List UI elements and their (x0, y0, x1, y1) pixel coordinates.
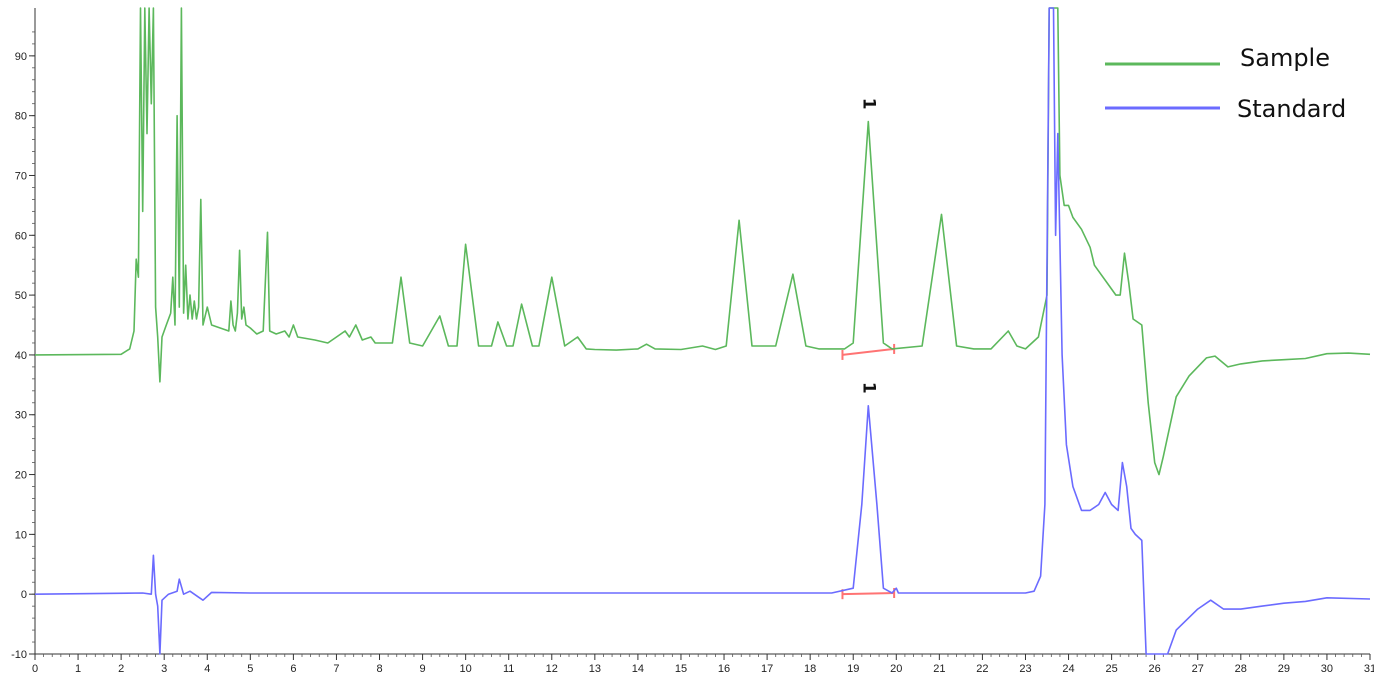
y-tick-label: 20 (15, 470, 27, 482)
y-tick-label: 80 (15, 111, 27, 123)
series-line-sample (34, 7, 1371, 476)
x-tick-label: 15 (675, 663, 687, 675)
x-tick-label: 16 (718, 663, 730, 675)
x-tick-label: 14 (632, 663, 644, 675)
x-tick-label: 2 (118, 663, 124, 675)
x-tick-label: 6 (290, 663, 296, 675)
x-tick-label: 29 (1278, 663, 1290, 675)
integration-baseline (842, 347, 895, 356)
x-tick-label: 10 (460, 663, 472, 675)
x-tick-label: 23 (1019, 663, 1031, 675)
x-tick-label: 28 (1235, 663, 1247, 675)
x-tick-label: 25 (1105, 663, 1117, 675)
x-tick-label: 1 (75, 663, 81, 675)
x-tick-label: 18 (804, 663, 816, 675)
y-tick-label: 0 (21, 589, 27, 601)
y-tick-label: 60 (15, 230, 27, 242)
series-line-standard (34, 7, 1371, 655)
y-tick-label: 70 (15, 170, 27, 182)
x-tick-label: 26 (1149, 663, 1161, 675)
x-tick-label: 11 (503, 663, 514, 675)
y-tick-label: 30 (15, 410, 27, 422)
x-tick-label: 22 (976, 663, 988, 675)
y-tick-label: 90 (15, 51, 27, 63)
peak-label: 1 (858, 382, 878, 394)
y-tick-label: 50 (15, 290, 27, 302)
x-tick-label: 13 (589, 663, 601, 675)
x-tick-label: 17 (761, 663, 773, 675)
x-tick-label: 21 (933, 663, 945, 675)
y-tick-label: 40 (15, 350, 27, 362)
x-tick-label: 8 (376, 663, 382, 675)
peak-annotations: 11 (858, 98, 878, 394)
x-tick-label: 31 (1364, 663, 1374, 675)
y-tick-label: -10 (11, 649, 27, 661)
x-tick-label: 24 (1062, 663, 1074, 675)
x-tick-label: 4 (204, 663, 210, 675)
x-tick-label: 12 (546, 663, 558, 675)
x-tick-label: 0 (32, 663, 38, 675)
series-layer (34, 7, 1371, 655)
x-tick-label: 7 (333, 663, 339, 675)
integration-baseline (842, 591, 895, 596)
x-tick-label: 27 (1192, 663, 1204, 675)
x-tick-label: 19 (847, 663, 859, 675)
x-tick-label: 5 (247, 663, 253, 675)
y-tick-label: 10 (15, 529, 27, 541)
x-tick-label: 3 (161, 663, 167, 675)
x-tick-label: 20 (890, 663, 902, 675)
legend: Sample Standard (1105, 44, 1346, 123)
x-tick-label: 9 (420, 663, 426, 675)
peak-label: 1 (858, 98, 878, 110)
legend-label-sample: Sample (1240, 44, 1330, 72)
x-tick-label: 30 (1321, 663, 1333, 675)
legend-label-standard: Standard (1237, 95, 1346, 123)
